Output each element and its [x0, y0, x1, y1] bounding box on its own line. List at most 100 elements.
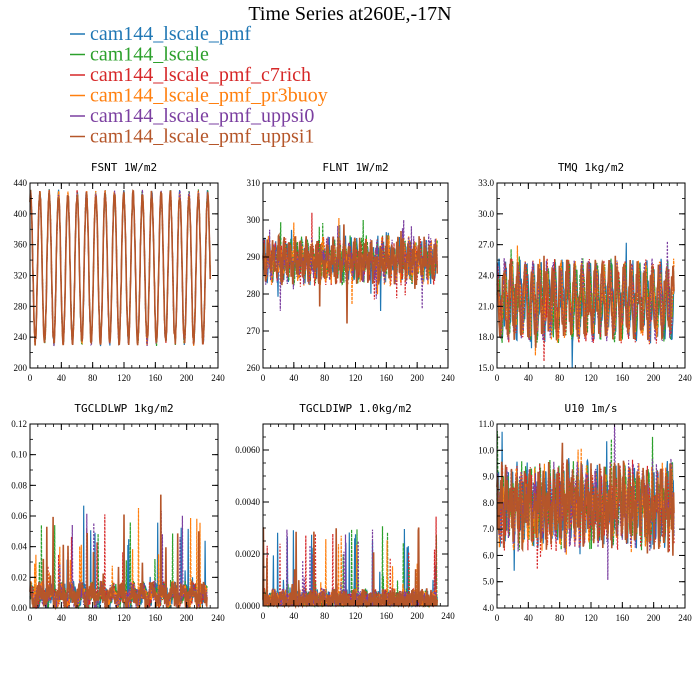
y-tick-label: 320 [14, 271, 28, 281]
y-tick-label: 21.0 [478, 301, 494, 311]
legend-label: cam144_lscale_pmf [90, 23, 251, 45]
x-tick-label: 40 [57, 373, 67, 383]
y-tick-label: 270 [247, 326, 261, 336]
panel-1: FSNT 1W/m2 0 40 80 120 160 200 240 200 240 280 320 3… [14, 161, 226, 383]
series-line [496, 442, 675, 556]
panel-5: TGCLDIWP 1.0kg/m2 0 40 80 120 160 200 240 0.0000… [235, 402, 455, 621]
y-tick-label: 6.0 [483, 550, 495, 560]
x-tick-label: 80 [555, 613, 565, 623]
panel-title: TGCLDLWP 1kg/m2 [74, 402, 173, 415]
x-tick-label: 0 [495, 613, 500, 623]
x-tick-label: 200 [647, 373, 661, 383]
legend-label: cam144_lscale [90, 44, 209, 66]
x-tick-label: 0 [261, 373, 266, 383]
y-tick-label: 280 [247, 289, 261, 299]
legend: cam144_lscale_pmfcam144_lscalecam144_lsc… [70, 23, 328, 148]
legend-label: cam144_lscale_pmf_c7rich [90, 64, 311, 86]
series-group [29, 494, 208, 611]
y-tick-label: 310 [247, 178, 261, 188]
x-tick-label: 240 [441, 373, 455, 383]
x-tick-label: 240 [678, 613, 692, 623]
x-tick-label: 120 [349, 611, 363, 621]
x-tick-label: 120 [117, 373, 131, 383]
y-tick-label: 280 [14, 301, 28, 311]
panel-title: FLNT 1W/m2 [322, 161, 388, 174]
x-tick-label: 80 [88, 613, 98, 623]
y-tick-label: 200 [14, 363, 28, 373]
y-tick-label: 260 [247, 363, 261, 373]
y-tick-label: 11.0 [479, 419, 495, 429]
panel-title: U10 1m/s [565, 402, 618, 415]
figure-title: Time Series at260E,-17N [248, 3, 451, 25]
y-tick-label: 0.12 [11, 419, 27, 429]
x-tick-label: 240 [211, 613, 225, 623]
x-tick-label: 160 [380, 373, 394, 383]
series-line [262, 212, 438, 300]
y-tick-label: 27.0 [478, 240, 494, 250]
x-tick-label: 240 [441, 611, 455, 621]
x-tick-label: 160 [380, 611, 394, 621]
series-line [262, 527, 438, 609]
y-tick-label: 0.06 [11, 511, 27, 521]
y-tick-label: 7.0 [483, 524, 495, 534]
y-tick-label: 240 [14, 332, 28, 342]
y-tick-label: 5.0 [483, 577, 495, 587]
x-tick-label: 120 [117, 613, 131, 623]
y-tick-label: 300 [247, 215, 261, 225]
legend-label: cam144_lscale_pmf_uppsi1 [90, 126, 314, 148]
x-tick-label: 40 [57, 613, 67, 623]
panel-title: TGCLDIWP 1.0kg/m2 [299, 402, 412, 415]
series-line [262, 224, 438, 324]
x-tick-label: 160 [149, 613, 163, 623]
x-tick-label: 80 [320, 611, 330, 621]
series-group [262, 212, 438, 324]
x-tick-label: 160 [616, 373, 630, 383]
y-tick-label: 18.0 [478, 332, 494, 342]
y-tick-label: 0.02 [11, 572, 27, 582]
x-tick-label: 40 [524, 613, 534, 623]
series-line [496, 255, 675, 348]
x-tick-label: 160 [616, 613, 630, 623]
series-group [29, 189, 211, 347]
x-tick-label: 120 [584, 373, 598, 383]
x-tick-label: 240 [211, 373, 225, 383]
x-tick-label: 0 [28, 613, 33, 623]
y-tick-label: 0.10 [11, 450, 27, 460]
x-tick-label: 120 [349, 373, 363, 383]
panel-title: TMQ 1kg/m2 [558, 161, 624, 174]
x-tick-label: 240 [678, 373, 692, 383]
series-line [29, 189, 211, 346]
panel-4: TGCLDLWP 1kg/m2 0 40 80 120 160 200 240 0.00 0.02… [11, 402, 225, 623]
x-tick-label: 200 [180, 373, 194, 383]
x-tick-label: 200 [180, 613, 194, 623]
series-group [496, 241, 675, 369]
panel-title: FSNT 1W/m2 [91, 161, 157, 174]
y-tick-label: 0.0020 [235, 549, 260, 559]
x-tick-label: 0 [495, 373, 500, 383]
series-group [262, 516, 438, 609]
y-tick-label: 0.08 [11, 480, 27, 490]
x-tick-label: 120 [584, 613, 598, 623]
y-tick-label: 0.0040 [235, 497, 260, 507]
y-tick-label: 0.00 [11, 603, 27, 613]
x-tick-label: 80 [88, 373, 98, 383]
y-tick-label: 400 [14, 209, 28, 219]
y-tick-label: 440 [14, 178, 28, 188]
y-tick-label: 4.0 [483, 603, 495, 613]
series-line [29, 494, 208, 611]
y-tick-label: 0.0000 [235, 601, 260, 611]
y-tick-label: 0.04 [11, 542, 27, 552]
series-group [496, 423, 675, 580]
legend-label: cam144_lscale_pmf_uppsi0 [90, 105, 314, 127]
panel-6: U10 1m/s 0 40 80 120 160 200 240 4.0 5.0 6.0 7.0 8.0… [478, 402, 692, 623]
x-tick-label: 40 [289, 611, 299, 621]
x-tick-label: 200 [410, 611, 424, 621]
x-tick-label: 80 [320, 373, 330, 383]
x-tick-label: 160 [149, 373, 163, 383]
x-tick-label: 200 [647, 613, 661, 623]
y-tick-label: 15.0 [478, 363, 494, 373]
panels: FSNT 1W/m2 0 40 80 120 160 200 240 200 240 280 320 3… [11, 161, 692, 623]
panel-3: TMQ 1kg/m2 0 40 80 120 160 200 240 15.0 18.0 21.0 2… [478, 161, 692, 383]
y-tick-label: 360 [14, 240, 28, 250]
